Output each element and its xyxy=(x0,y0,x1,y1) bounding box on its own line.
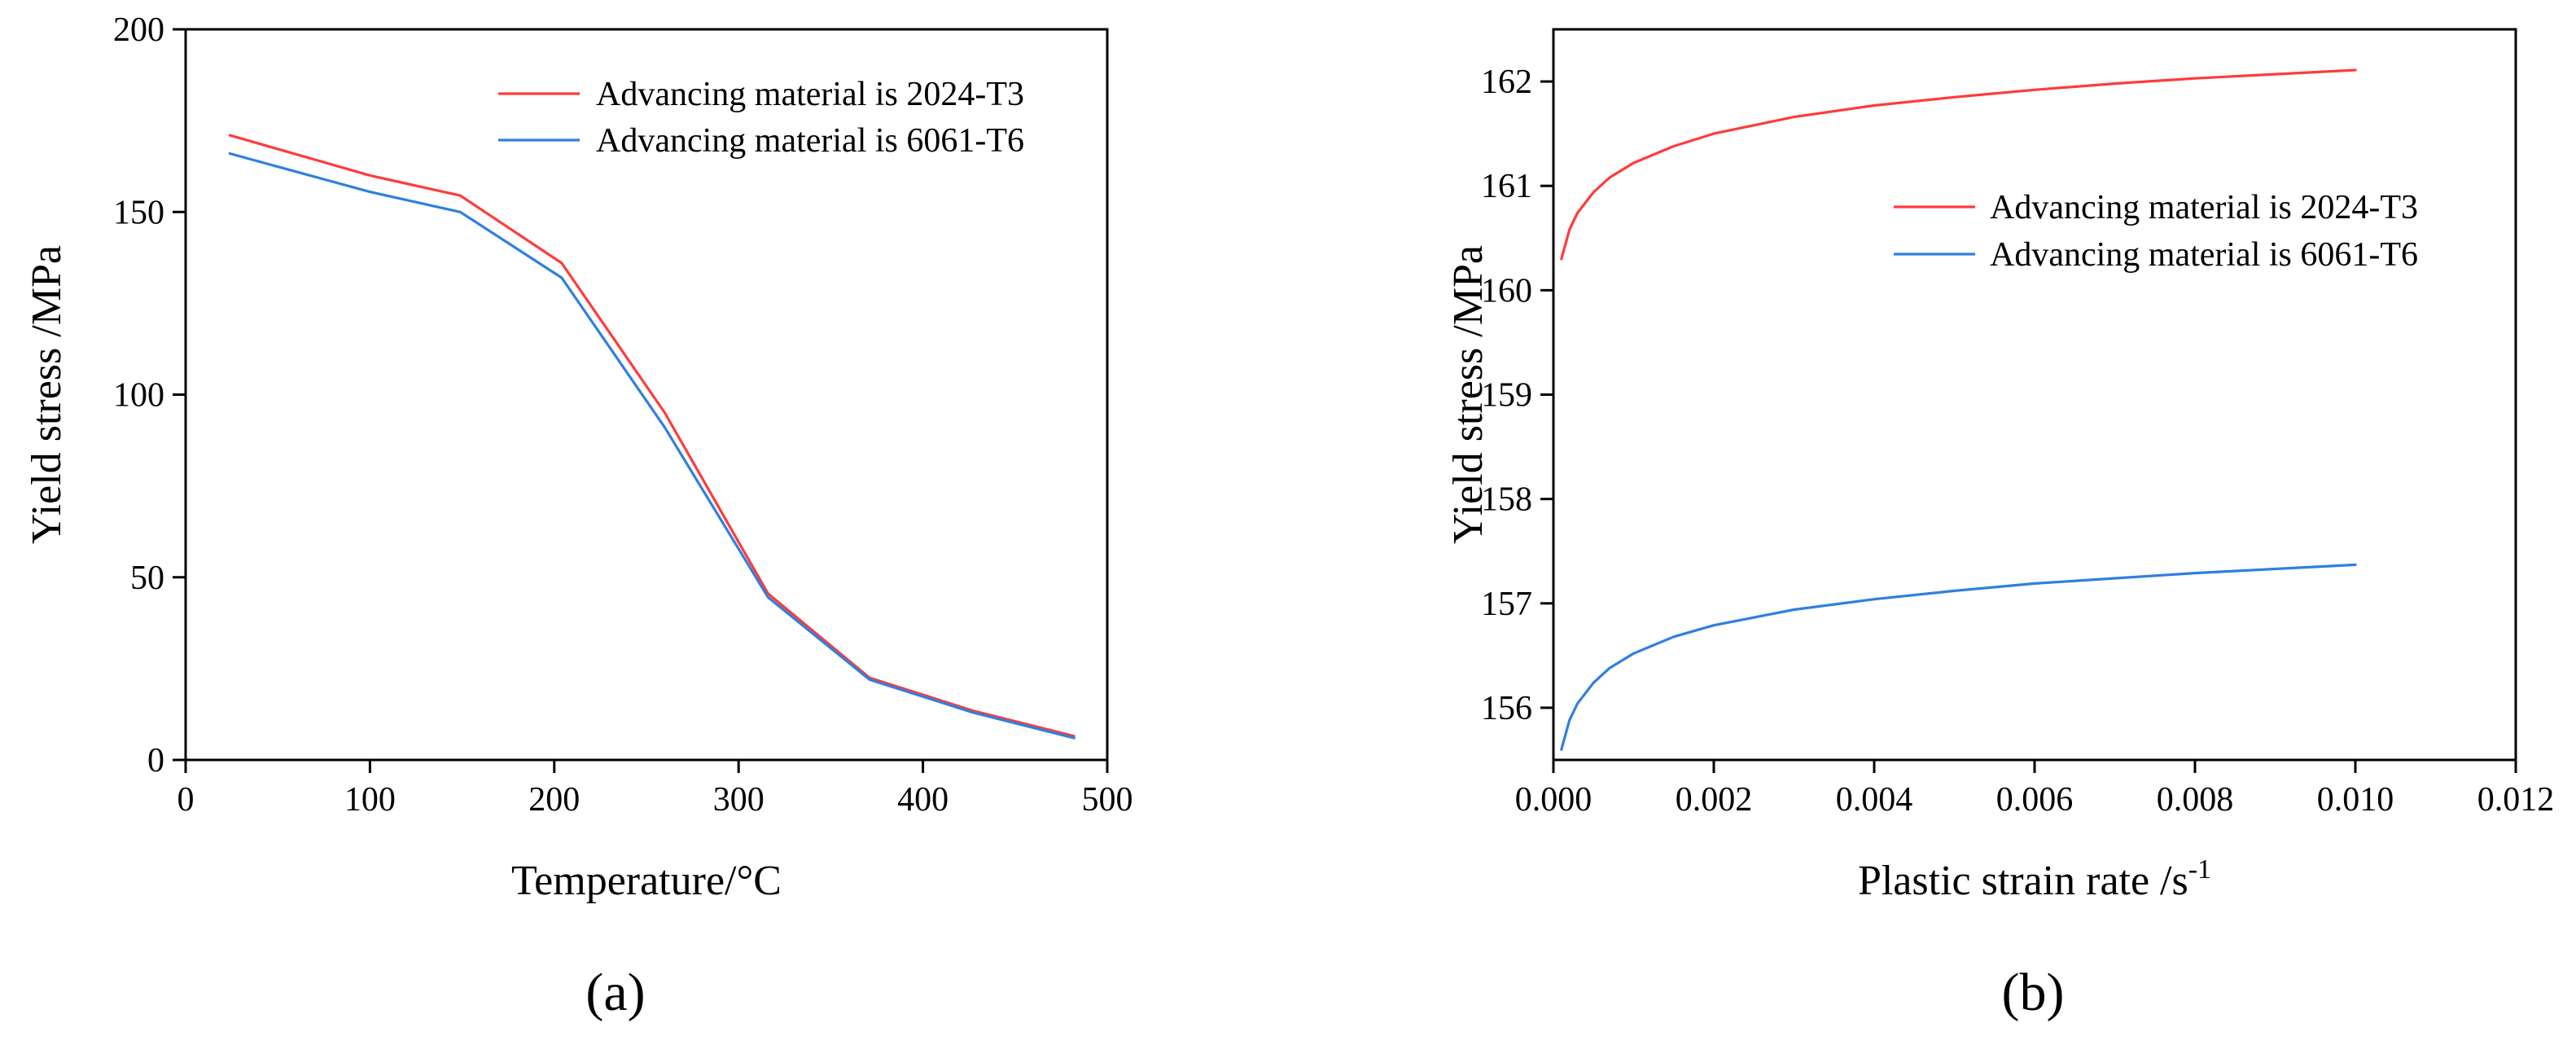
panel-b-series xyxy=(1560,68,2357,751)
x-tick-label: 0.006 xyxy=(1996,781,2074,819)
panel-b-plot-frame xyxy=(1552,28,2517,762)
chart-panel-b: 0.000 0.002 0.004 0.006 0.008 0.010 0.012 156 15… xyxy=(1445,28,2554,1022)
x-tick-label: 500 xyxy=(1082,781,1133,819)
series-line-6061-t6 xyxy=(228,151,1076,740)
x-tick-label: 0.000 xyxy=(1515,781,1592,819)
panel-a-plot-frame xyxy=(184,28,1109,762)
x-tick-label: 0.012 xyxy=(2477,781,2555,819)
x-tick-label: 0.002 xyxy=(1676,781,1753,819)
panel-b-x-axis-title: Plastic strain rate /s-1 xyxy=(1858,854,2211,904)
panel-b-x-axis-title-superscript: -1 xyxy=(2188,854,2211,885)
x-tick-label: 0.010 xyxy=(2317,781,2394,819)
panel-a-series xyxy=(228,134,1076,740)
y-tick-label: 158 xyxy=(1481,481,1532,519)
x-tick-label: 400 xyxy=(897,781,948,819)
panel-b-ticks: 0.000 0.002 0.004 0.006 0.008 0.010 0.012 156 15… xyxy=(1481,64,2554,819)
legend-label: Advancing material is 2024-T3 xyxy=(1990,189,2418,226)
y-tick-label: 162 xyxy=(1481,64,1532,101)
chart-panel-a: 0 100 200 300 400 500 0 50 100 150 200 Temperature… xyxy=(24,11,1133,1022)
x-tick-label: 0 xyxy=(177,781,195,819)
panel-b-label: (b) xyxy=(2002,963,2065,1022)
y-tick-label: 156 xyxy=(1481,690,1532,727)
legend-label: Advancing material is 6061-T6 xyxy=(1990,236,2418,274)
panel-a-ticks: 0 100 200 300 400 500 0 50 100 150 200 xyxy=(113,11,1133,819)
panel-a-y-axis-title: Yield stress /MPa xyxy=(24,245,70,544)
x-tick-label: 300 xyxy=(713,781,764,819)
legend-label: Advancing material is 2024-T3 xyxy=(596,76,1024,113)
y-tick-label: 200 xyxy=(113,11,164,49)
y-tick-label: 160 xyxy=(1481,272,1532,310)
y-tick-label: 150 xyxy=(113,194,164,231)
x-tick-label: 0.008 xyxy=(2157,781,2234,819)
y-tick-label: 100 xyxy=(113,377,164,415)
y-tick-label: 50 xyxy=(130,560,164,597)
panel-b-y-axis-title: Yield stress /MPa xyxy=(1445,245,1492,544)
series-line-2024-t3 xyxy=(228,134,1076,738)
x-tick-label: 100 xyxy=(344,781,396,819)
x-tick-label: 200 xyxy=(528,781,580,819)
panel-a-x-axis-title: Temperature/°C xyxy=(511,858,782,904)
panel-b-x-axis-title-text: Plastic strain rate /s xyxy=(1858,858,2188,904)
y-tick-label: 0 xyxy=(147,742,164,779)
series-line-6061-t6 xyxy=(1560,563,2357,751)
y-tick-label: 157 xyxy=(1481,586,1532,623)
panel-a-legend: Advancing material is 2024-T3 Advancing m… xyxy=(498,76,1024,160)
series-line-2024-t3 xyxy=(1560,68,2357,261)
y-tick-label: 159 xyxy=(1481,377,1532,415)
x-tick-label: 0.004 xyxy=(1836,781,1913,819)
y-tick-label: 161 xyxy=(1481,168,1532,205)
panel-b-legend: Advancing material is 2024-T3 Advancing m… xyxy=(1894,189,2418,274)
legend-label: Advancing material is 6061-T6 xyxy=(596,122,1024,160)
panel-a-label: (a) xyxy=(585,963,645,1022)
